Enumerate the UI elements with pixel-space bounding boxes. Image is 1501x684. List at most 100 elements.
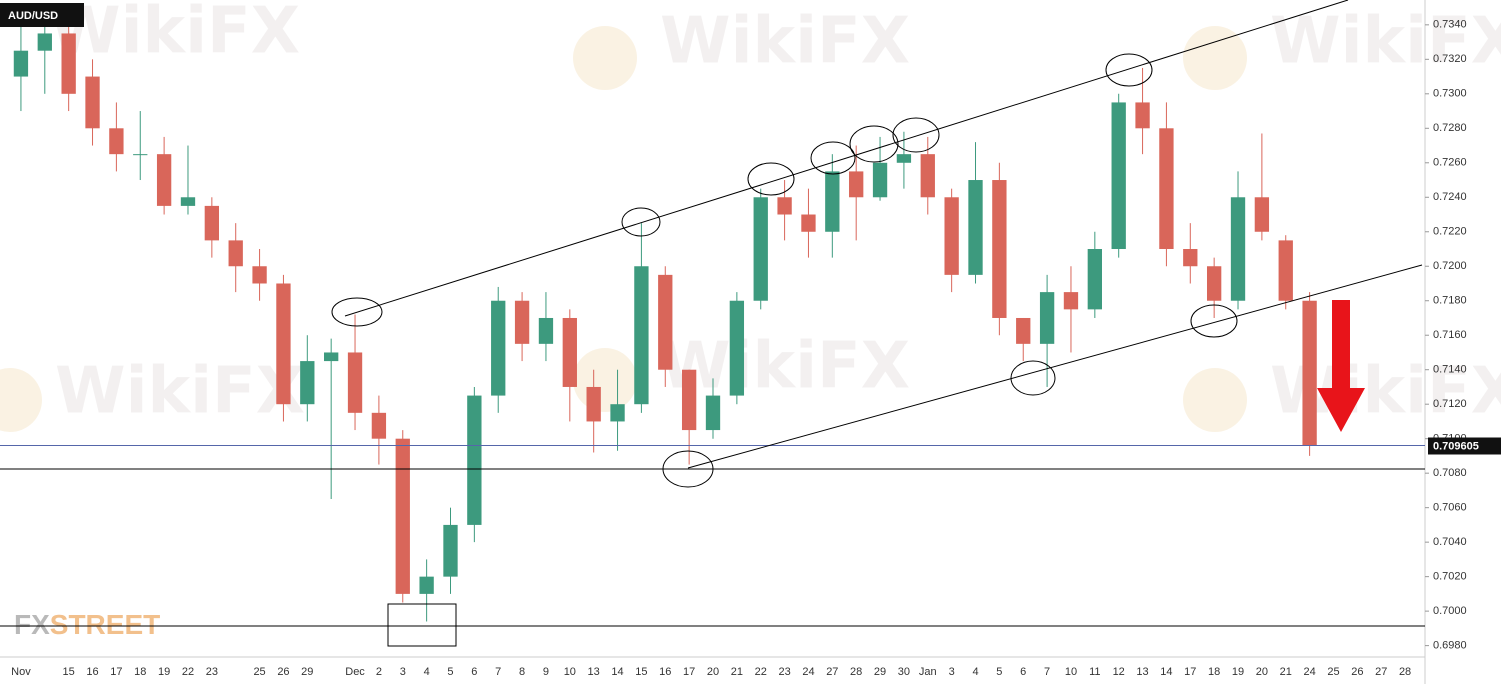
x-tick-label: 14: [1160, 666, 1172, 678]
candle-body: [1111, 102, 1126, 250]
chart-title: AUD/USD: [8, 10, 58, 22]
candle-body: [538, 317, 554, 344]
y-tick-label: 0.7080: [1433, 467, 1467, 479]
y-tick-label: 0.7120: [1433, 398, 1467, 410]
y-tick-label: 0.7260: [1433, 157, 1467, 169]
candle-body: [729, 300, 745, 396]
watermark: WikiFX: [660, 330, 910, 404]
candle-body: [324, 352, 339, 362]
y-tick-label: 0.7180: [1433, 295, 1467, 307]
y-tick-label: 0.7300: [1433, 88, 1467, 100]
x-tick-label: 17: [1184, 666, 1196, 678]
logo: FXSTREET: [14, 609, 160, 640]
x-tick-label: 17: [110, 666, 122, 678]
y-axis: 0.6980 0.7000 0.7020 0.7040 0.7060 0.7080 0.71…: [11, 19, 1501, 678]
x-tick-label: Dec: [345, 666, 365, 678]
y-tick-label: 0.7140: [1433, 364, 1467, 376]
y-tick-label: 0.7320: [1433, 53, 1467, 65]
y-tick-label: 0.7020: [1433, 571, 1467, 583]
candle-body: [992, 180, 1007, 318]
candle-body: [37, 33, 52, 51]
x-tick-label: 20: [707, 666, 719, 678]
x-tick-label: 13: [1136, 666, 1148, 678]
circle-marker: [810, 141, 856, 175]
x-tick-label: 13: [588, 666, 600, 678]
candle-body: [467, 395, 482, 525]
x-tick-label: 26: [1351, 666, 1363, 678]
candle-body: [1159, 128, 1174, 250]
y-tick-label: 0.7280: [1433, 122, 1467, 134]
x-tick-label: 3: [400, 666, 406, 678]
candle-body: [1302, 300, 1317, 446]
candle-body: [514, 300, 530, 344]
candle-body: [920, 154, 935, 198]
watermark-icon: [573, 348, 637, 412]
candle-body: [180, 197, 196, 206]
x-tick-label: 27: [1375, 666, 1387, 678]
x-tick-label: 10: [564, 666, 576, 678]
candle-body: [371, 412, 387, 439]
title-box: [0, 3, 84, 27]
candle-body: [896, 154, 912, 163]
candle-body: [705, 395, 721, 431]
candle-body: [753, 197, 768, 301]
x-tick-label: 25: [1327, 666, 1339, 678]
circle-marker: [662, 450, 714, 488]
x-tick-label: 8: [519, 666, 525, 678]
candle-body: [204, 205, 220, 241]
x-tick-label: 21: [731, 666, 743, 678]
watermark-icon: [1183, 26, 1247, 90]
candle-body: [658, 274, 673, 370]
logo-fx: FX: [14, 609, 50, 640]
candle-body: [562, 317, 577, 387]
candle-body: [825, 171, 840, 232]
circle-marker: [1190, 304, 1238, 338]
circle-marker: [621, 207, 661, 237]
watermark: WikiFX: [1270, 5, 1501, 79]
x-tick-label: 12: [1113, 666, 1125, 678]
y-tick-label: 0.7340: [1433, 19, 1467, 31]
x-tick-label: 11: [1089, 666, 1100, 678]
x-tick-label: 18: [1208, 666, 1220, 678]
box-marker: [387, 603, 457, 647]
candle-body: [419, 576, 434, 594]
y-tick-label: 0.7000: [1433, 605, 1467, 617]
x-tick-label: 19: [158, 666, 170, 678]
last-price-box: [1428, 437, 1501, 455]
circle-marker: [1010, 360, 1056, 396]
x-tick-label: 28: [850, 666, 862, 678]
x-tick-label: 25: [253, 666, 265, 678]
trend-line: [344, 0, 1349, 317]
x-tick-label: 29: [874, 666, 886, 678]
candle-body: [347, 352, 363, 413]
candle-body: [1278, 240, 1293, 301]
x-tick-label: 15: [63, 666, 75, 678]
candle-body: [1016, 317, 1031, 344]
x-tick-label: Nov: [11, 666, 31, 678]
x-tick-label: 27: [826, 666, 838, 678]
candle-body: [1039, 292, 1055, 344]
x-tick-label: 2: [376, 666, 382, 678]
candle-body: [1063, 292, 1079, 310]
x-tick-label: 20: [1256, 666, 1268, 678]
candle-body: [491, 300, 506, 396]
x-tick-label: Jan: [919, 666, 937, 678]
candle-body: [1230, 197, 1246, 301]
y-tick-label: 0.6980: [1433, 640, 1467, 652]
last-price-label: 0.709605: [1433, 440, 1479, 452]
candle-body: [300, 361, 315, 405]
watermarks: WikiFX WikiFX WikiFX WikiFX WikiFX WikiF…: [0, 0, 1501, 432]
x-tick-label: 14: [611, 666, 623, 678]
x-tick-label: 30: [898, 666, 910, 678]
x-tick-label: 22: [182, 666, 194, 678]
candle-body: [109, 128, 124, 155]
x-tick-label: 5: [996, 666, 1002, 678]
annotations: [0, 0, 1425, 647]
x-tick-label: 26: [277, 666, 289, 678]
candle-body: [85, 76, 100, 129]
x-tick-label: 7: [1044, 666, 1050, 678]
x-tick-label: 28: [1399, 666, 1411, 678]
x-tick-label: 3: [949, 666, 955, 678]
y-tick-label: 0.7040: [1433, 536, 1467, 548]
